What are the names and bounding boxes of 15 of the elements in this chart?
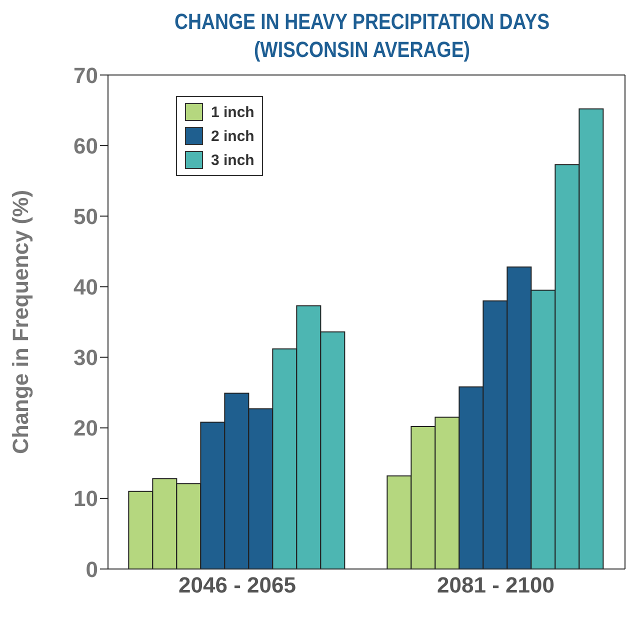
y-tick-label: 10 xyxy=(74,486,98,512)
y-tick-label: 30 xyxy=(74,345,98,370)
y-axis-title: Change in Frequency (%) xyxy=(8,190,33,454)
legend-label: 3 inch xyxy=(211,152,254,168)
legend-label: 1 inch xyxy=(211,104,254,120)
x-tick-label: 2046 - 2065 xyxy=(178,572,296,598)
y-tick-label: 60 xyxy=(74,133,98,158)
chart-title: CHANGE IN HEAVY PRECIPITATION DAYS (WISCONSIN AVERAGE) xyxy=(173,8,551,64)
x-tick-label: 2081 - 2100 xyxy=(437,572,554,598)
y-tick-label: 70 xyxy=(74,62,98,88)
y-tick-label: 40 xyxy=(74,274,98,300)
y-tick-label: 0 xyxy=(86,556,98,582)
y-tick-label: 50 xyxy=(74,204,98,229)
y-tick-label: 20 xyxy=(74,416,98,441)
legend-label: 2 inch xyxy=(211,128,254,144)
